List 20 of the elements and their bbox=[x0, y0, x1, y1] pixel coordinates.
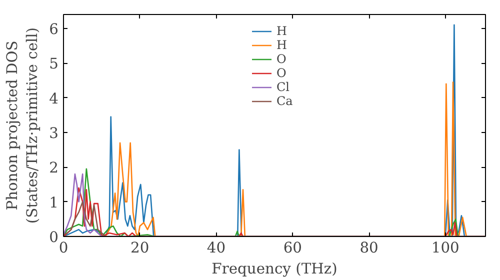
y-tick-label: 4 bbox=[49, 90, 59, 108]
y-tick-label: 6 bbox=[49, 20, 59, 38]
x-tick-label: 20 bbox=[130, 240, 150, 256]
legend-label: Cl bbox=[276, 80, 291, 94]
x-axis-title: Frequency (THz) bbox=[212, 260, 338, 278]
y-tick-label: 0 bbox=[49, 229, 59, 246]
x-tick-label: 100 bbox=[431, 240, 460, 256]
legend-label: H bbox=[276, 24, 288, 38]
y-tick-label: 1 bbox=[49, 194, 59, 212]
x-tick-label: 40 bbox=[206, 240, 226, 256]
x-tick-label: 60 bbox=[283, 240, 302, 256]
legend-label: O bbox=[276, 52, 288, 66]
y-tick-label: 3 bbox=[49, 124, 59, 142]
legend-label: H bbox=[276, 38, 288, 52]
y-axis-title: Phonon projected DOS (States/THz·primitive cell) bbox=[4, 27, 42, 224]
legend-label: O bbox=[276, 66, 288, 80]
y-tick-label: 5 bbox=[49, 56, 59, 73]
x-tick-label: 80 bbox=[360, 240, 378, 256]
legend-label: Ca bbox=[276, 94, 294, 108]
y-tick-label: 2 bbox=[49, 160, 59, 177]
